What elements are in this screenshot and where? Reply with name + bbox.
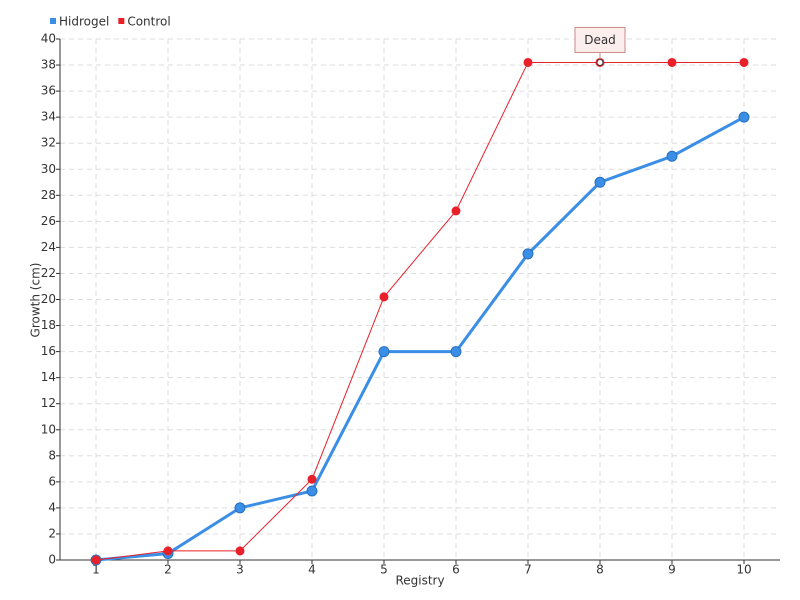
y-tick-label: 0 xyxy=(48,553,56,567)
data-point xyxy=(594,176,606,188)
x-tick-label: 7 xyxy=(524,563,532,577)
x-tick-label: 2 xyxy=(164,563,172,577)
x-tick-label: 3 xyxy=(236,563,244,577)
y-tick-label: 20 xyxy=(41,292,56,306)
y-tick-label: 26 xyxy=(41,214,56,228)
y-tick-label: 12 xyxy=(41,396,56,410)
data-point xyxy=(522,248,534,260)
legend-label: Control xyxy=(127,15,170,29)
data-point xyxy=(450,346,462,358)
y-tick-label: 22 xyxy=(41,266,56,280)
y-tick-label: 32 xyxy=(41,136,56,150)
annotation: Dead xyxy=(574,26,626,60)
data-point xyxy=(234,502,246,514)
annotation-point xyxy=(596,58,604,66)
series-line xyxy=(95,115,745,562)
legend-swatch xyxy=(118,18,125,24)
y-tick-label: 18 xyxy=(41,318,56,332)
data-point xyxy=(666,150,678,162)
y-tick-label: 2 xyxy=(48,526,56,540)
legend-swatch xyxy=(50,18,56,24)
data-point xyxy=(667,57,677,67)
data-point xyxy=(523,57,533,67)
y-axis-label: Growth (cm) xyxy=(29,263,43,338)
x-tick-label: 9 xyxy=(668,563,676,577)
y-tick-label: 10 xyxy=(41,422,56,436)
y-tick-label: 24 xyxy=(41,240,56,254)
x-tick-label: 8 xyxy=(596,563,604,577)
y-tick-label: 8 xyxy=(48,448,56,462)
data-point xyxy=(451,206,461,216)
x-tick-label: 5 xyxy=(380,563,388,577)
y-tick-label: 6 xyxy=(48,474,56,488)
y-tick-label: 38 xyxy=(41,58,56,72)
y-tick-label: 36 xyxy=(41,84,56,98)
data-point xyxy=(378,346,390,358)
y-tick-label: 4 xyxy=(48,500,56,514)
y-tick-label: 34 xyxy=(41,110,56,124)
x-axis-label: Registry xyxy=(395,574,444,588)
annotation-box xyxy=(574,26,626,53)
y-tick-label: 28 xyxy=(41,188,56,202)
x-tick-label: 6 xyxy=(452,563,460,577)
data-point xyxy=(739,57,749,67)
legend-label: Hidrogel xyxy=(59,15,109,29)
data-point xyxy=(738,111,750,123)
data-point xyxy=(91,555,101,565)
y-tick-label: 16 xyxy=(41,344,56,358)
data-point xyxy=(379,292,389,302)
annotation-text: Dead xyxy=(584,33,616,47)
x-tick-label: 4 xyxy=(308,563,316,577)
data-point xyxy=(306,485,318,497)
data-point xyxy=(163,546,173,556)
series-line xyxy=(95,61,744,561)
data-point xyxy=(307,474,317,484)
y-tick-label: 14 xyxy=(41,370,56,384)
data-point xyxy=(235,546,245,556)
x-tick-label: 1 xyxy=(92,563,100,577)
y-tick-label: 40 xyxy=(41,32,56,46)
x-tick-label: 10 xyxy=(736,563,751,577)
y-tick-label: 30 xyxy=(41,162,56,176)
